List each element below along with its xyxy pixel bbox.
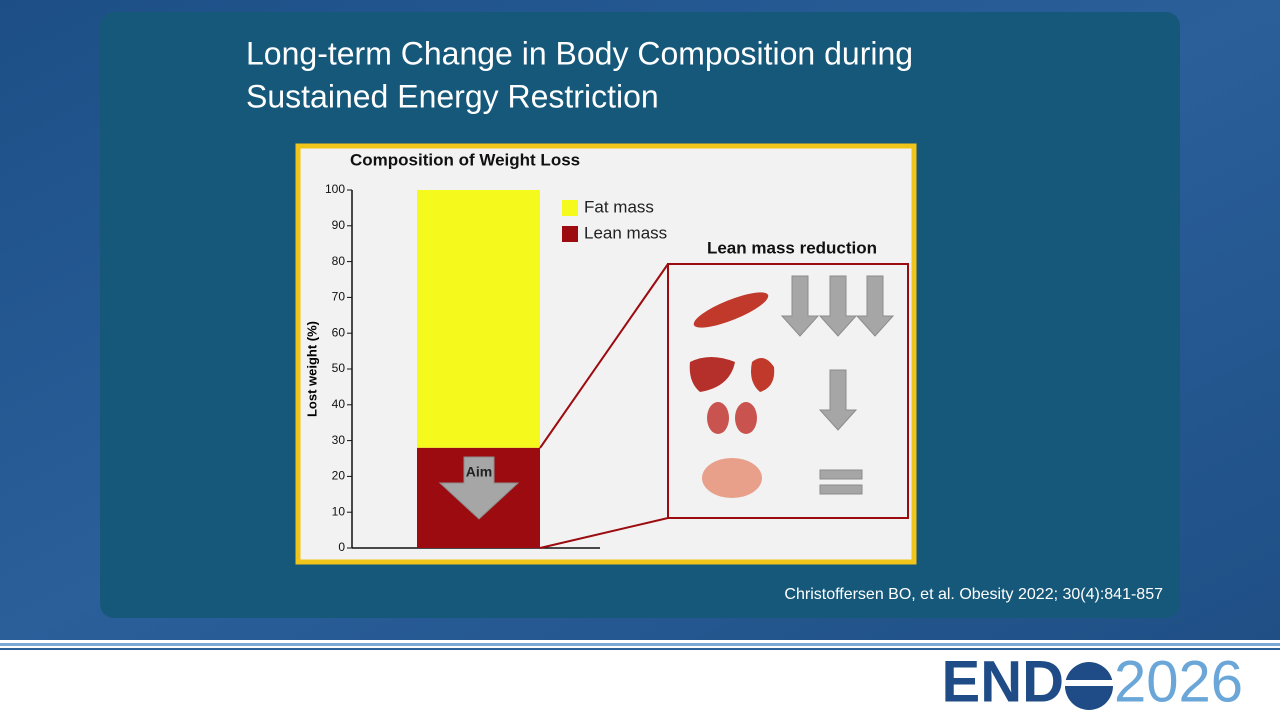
- y-tick-label: 100: [325, 182, 345, 196]
- chart: Composition of Weight Loss Lost weight (%…: [304, 150, 877, 554]
- connector: [539, 517, 669, 549]
- slide-title: Sustained Energy Restriction: [246, 78, 659, 114]
- y-tick-label: 90: [332, 218, 346, 232]
- y-tick-label: 20: [332, 469, 346, 483]
- heart-icon: [751, 358, 775, 392]
- y-tick-label: 40: [332, 397, 346, 411]
- y-tick-label: 70: [332, 290, 346, 304]
- y-tick-label: 0: [338, 540, 345, 554]
- legend-swatch: [562, 200, 578, 216]
- brain-icon: [702, 458, 762, 498]
- aim-arrow: [438, 456, 520, 520]
- footer-line: [0, 643, 1280, 646]
- kidney-icon: [707, 402, 729, 434]
- arrows: [780, 275, 895, 495]
- connector: [539, 263, 669, 449]
- annotation: Aim: [466, 464, 492, 480]
- logo-globe-band: [1065, 680, 1113, 686]
- chart-title: Composition of Weight Loss: [350, 150, 580, 169]
- legend-label: Lean mass: [584, 223, 667, 242]
- kidney-icon: [735, 402, 757, 434]
- logo-text: 2026: [1114, 649, 1243, 714]
- slide-title: Long-term Change in Body Composition dur…: [246, 35, 913, 71]
- y-tick-label: 80: [332, 254, 346, 268]
- y-tick-label: 50: [332, 361, 346, 375]
- y-tick-label: 60: [332, 325, 346, 339]
- footer-line: [0, 648, 1280, 650]
- liver-icon: [689, 357, 735, 392]
- bar: [417, 190, 540, 448]
- citation: Christoffersen BO, et al. Obesity 2022; …: [784, 586, 1163, 603]
- logo-text: END: [942, 649, 1064, 714]
- y-axis-label: Lost weight (%): [304, 321, 319, 417]
- annotation: Lean mass reduction: [707, 238, 877, 257]
- y-tick-label: 10: [332, 504, 346, 518]
- inset-box: [667, 263, 909, 519]
- legend-swatch: [562, 226, 578, 242]
- legend-label: Fat mass: [584, 197, 654, 216]
- muscle-icon: [693, 292, 769, 328]
- y-tick-label: 30: [332, 433, 346, 447]
